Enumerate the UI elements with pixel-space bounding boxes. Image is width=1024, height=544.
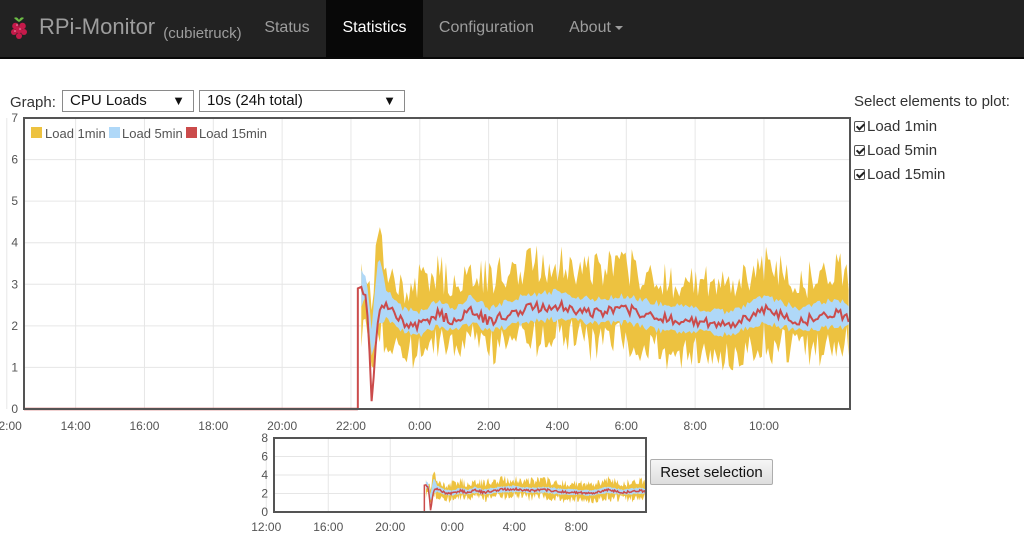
y-tick-label: 4 (261, 468, 268, 482)
legend-swatch-load15 (186, 127, 197, 138)
dropdown-arrow-icon: ▼ (383, 93, 396, 108)
x-tick-label: 0:00 (441, 520, 465, 534)
overview-chart-x-ticks: 16:00 20:00 0:00 4:00 8:00 12:00 (251, 520, 588, 534)
checkbox-checked-icon[interactable] (854, 120, 865, 132)
x-tick-label: 8:00 (565, 520, 589, 534)
series-load15 (423, 483, 647, 512)
checkbox-checked-icon[interactable] (854, 144, 865, 156)
overview-chart-grid (265, 437, 646, 513)
series-load1 (361, 227, 849, 371)
series-load5 (425, 478, 646, 501)
checkbox-label: Load 1min (867, 117, 938, 135)
y-tick-label: 7 (11, 111, 18, 125)
y-tick-label: 0 (11, 402, 18, 416)
navbar-border (0, 57, 1024, 59)
y-tick-label: 0 (261, 505, 268, 519)
reset-selection-button[interactable]: Reset selection (650, 459, 773, 485)
range-select[interactable]: 10s (24h total) ▼ (199, 90, 405, 112)
nav-about[interactable]: About (550, 0, 642, 57)
nav-status-label: Status (264, 19, 310, 36)
x-tick-label: 2:00 (477, 419, 501, 433)
nav-statistics-label: Statistics (342, 19, 407, 36)
y-tick-label: 8 (261, 431, 268, 445)
range-select-value: 10s (24h total) (207, 92, 303, 109)
checkbox-load5[interactable]: Load 5min (854, 141, 937, 159)
nav-statistics[interactable]: Statistics (326, 0, 423, 57)
x-tick-label: 22:00 (336, 419, 366, 433)
overview-chart-y-ticks: 0 2 4 6 8 (261, 431, 268, 519)
dropdown-arrow-icon: ▼ (172, 93, 185, 108)
main-chart-grid (6, 117, 850, 410)
checkbox-load1[interactable]: Load 1min (854, 117, 937, 135)
x-tick-label: 14:00 (61, 419, 91, 433)
series-load1 (425, 471, 646, 504)
navbar: RPi-Monitor (cubietruck) Status Statisti… (0, 0, 1024, 57)
main-chart-series (24, 227, 850, 411)
brand-subtitle: (cubietruck) (163, 25, 242, 42)
main-chart-legend: Load 1min Load 5min Load 15min (31, 126, 267, 141)
nav-configuration[interactable]: Configuration (423, 0, 550, 57)
x-tick-label: 4:00 (546, 419, 570, 433)
x-tick-label: 12:00 (0, 419, 22, 433)
y-tick-label: 6 (11, 153, 18, 167)
x-tick-label: 16:00 (129, 419, 159, 433)
y-tick-label: 2 (261, 487, 268, 501)
graph-select-value: CPU Loads (70, 92, 147, 109)
checkbox-checked-icon[interactable] (854, 168, 865, 180)
legend-label-load15: Load 15min (199, 126, 267, 141)
nav-about-label: About (569, 19, 611, 36)
series-load15 (356, 285, 850, 409)
graph-select[interactable]: CPU Loads ▼ (62, 90, 194, 112)
brand-title: RPi-Monitor (cubietruck) (39, 14, 242, 42)
legend-label-load5: Load 5min (122, 126, 183, 141)
overview-chart-frame (273, 437, 647, 513)
x-tick-label: 16:00 (313, 520, 343, 534)
y-tick-label: 6 (261, 450, 268, 464)
y-tick-label: 3 (11, 277, 18, 291)
y-tick-label: 2 (11, 319, 18, 333)
legend-label-load1: Load 1min (45, 126, 106, 141)
nav-configuration-label: Configuration (438, 19, 535, 36)
x-tick-label: 12:00 (251, 520, 281, 534)
x-tick-label: 10:00 (749, 419, 779, 433)
x-tick-label: 6:00 (615, 419, 639, 433)
raspberry-logo-icon (11, 17, 27, 39)
x-tick-label: 20:00 (375, 520, 405, 534)
legend-swatch-load5 (109, 127, 120, 138)
legend-swatch-load1 (31, 127, 42, 138)
brand-name: RPi-Monitor (39, 14, 156, 39)
checkbox-load15[interactable]: Load 15min (854, 165, 945, 183)
main-chart-frame (23, 117, 851, 410)
series-load5 (361, 259, 849, 356)
y-tick-label: 5 (11, 194, 18, 208)
x-tick-label: 0:00 (408, 419, 432, 433)
y-tick-label: 4 (11, 236, 18, 250)
graph-label: Graph: (10, 94, 56, 111)
main-chart-y-ticks: 0 1 2 3 4 5 6 7 (11, 111, 18, 416)
caret-down-icon (614, 25, 623, 30)
checkbox-label: Load 15min (867, 165, 946, 183)
y-tick-label: 1 (11, 360, 18, 374)
nav-status[interactable]: Status (248, 0, 326, 57)
x-tick-label: 18:00 (198, 419, 228, 433)
x-tick-label: 4:00 (503, 520, 527, 534)
x-tick-label: 8:00 (683, 419, 707, 433)
x-tick-label: 20:00 (267, 419, 297, 433)
checkbox-label: Load 5min (867, 141, 938, 159)
main-chart-x-ticks: 14:00 16:00 18:00 20:00 22:00 0:00 2:00 4:00 6:0… (0, 419, 779, 433)
overview-chart-series (274, 471, 647, 513)
select-elements-title: Select elements to plot: (854, 93, 1010, 110)
